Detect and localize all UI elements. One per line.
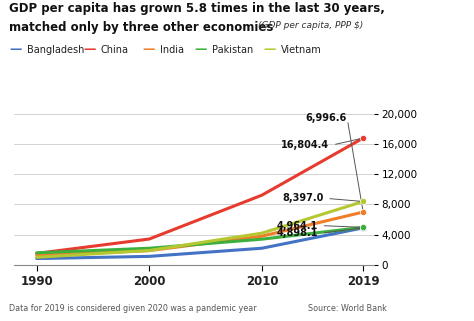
Text: Pakistan: Pakistan bbox=[212, 45, 254, 55]
Text: GDP per capita has grown 5.8 times in the last 30 years,: GDP per capita has grown 5.8 times in th… bbox=[9, 2, 385, 14]
Text: India: India bbox=[160, 45, 184, 55]
Text: Source: World Bank: Source: World Bank bbox=[308, 304, 387, 313]
Text: 6,996.6: 6,996.6 bbox=[305, 113, 346, 123]
Text: China: China bbox=[101, 45, 129, 55]
Text: —: — bbox=[83, 43, 95, 56]
Text: —: — bbox=[263, 43, 275, 56]
Text: 16,804.4: 16,804.4 bbox=[281, 140, 329, 150]
Text: Data for 2019 is considered given 2020 was a pandemic year: Data for 2019 is considered given 2020 w… bbox=[9, 304, 257, 313]
Text: (GDP per capita, PPP $): (GDP per capita, PPP $) bbox=[258, 21, 364, 30]
Text: —: — bbox=[142, 43, 155, 56]
Text: 8,397.0: 8,397.0 bbox=[283, 194, 324, 204]
Text: Vietnam: Vietnam bbox=[281, 45, 322, 55]
Text: —: — bbox=[9, 43, 22, 56]
Text: 4,898.1: 4,898.1 bbox=[277, 228, 318, 238]
Text: 4,964.1: 4,964.1 bbox=[277, 221, 318, 230]
Text: —: — bbox=[194, 43, 207, 56]
Text: Bangladesh: Bangladesh bbox=[27, 45, 85, 55]
Text: matched only by three other economies: matched only by three other economies bbox=[9, 21, 274, 34]
